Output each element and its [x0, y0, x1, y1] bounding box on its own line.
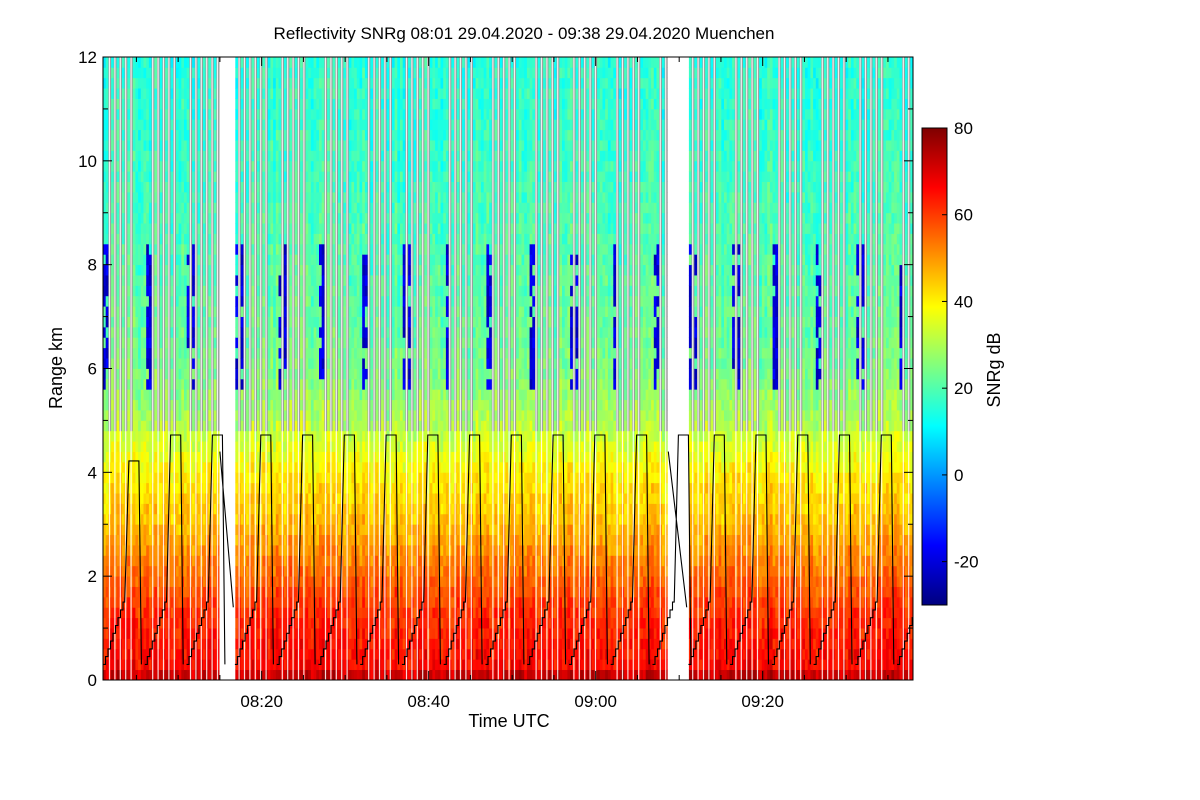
colorbar [921, 127, 948, 606]
y-tick-label: 10 [78, 152, 97, 171]
y-tick-label: 4 [88, 463, 97, 482]
data-gap [219, 57, 235, 680]
y-tick-label: 2 [88, 567, 97, 586]
x-tick-label: 08:20 [240, 692, 283, 711]
y-axis-ticks: 0 2 4 6 8 10 12 [78, 48, 913, 690]
colorbar-tick-label: -20 [954, 553, 979, 572]
colorbar-tick-label: 60 [954, 206, 973, 225]
x-tick-label: 08:40 [407, 692, 450, 711]
scan-elevation-line [103, 434, 913, 665]
y-tick-label: 8 [88, 256, 97, 275]
scan-path [103, 434, 913, 665]
y-axis-label: Range km [46, 327, 66, 409]
colorbar-ticks: -20 0 20 40 60 80 [942, 119, 979, 572]
y-tick-label: 6 [88, 360, 97, 379]
colorbar-label: SNRg dB [984, 332, 1004, 407]
x-tick-label: 09:00 [574, 692, 617, 711]
y-tick-label: 12 [78, 48, 97, 67]
colorbar-tick-label: 80 [954, 119, 973, 138]
colorbar-tick-label: 40 [954, 292, 973, 311]
heatmap-layer [103, 57, 913, 680]
colorbar-tick-label: 20 [954, 379, 973, 398]
data-gap [668, 57, 689, 680]
colorbar-tick-label: 0 [954, 466, 963, 485]
chart-title: Reflectivity SNRg 08:01 29.04.2020 - 09:… [274, 24, 775, 43]
x-axis-ticks: 08:20 08:40 09:00 09:20 [135, 57, 889, 711]
x-tick-label: 09:20 [741, 692, 784, 711]
y-tick-label: 0 [88, 671, 97, 690]
x-axis-label: Time UTC [468, 711, 549, 731]
